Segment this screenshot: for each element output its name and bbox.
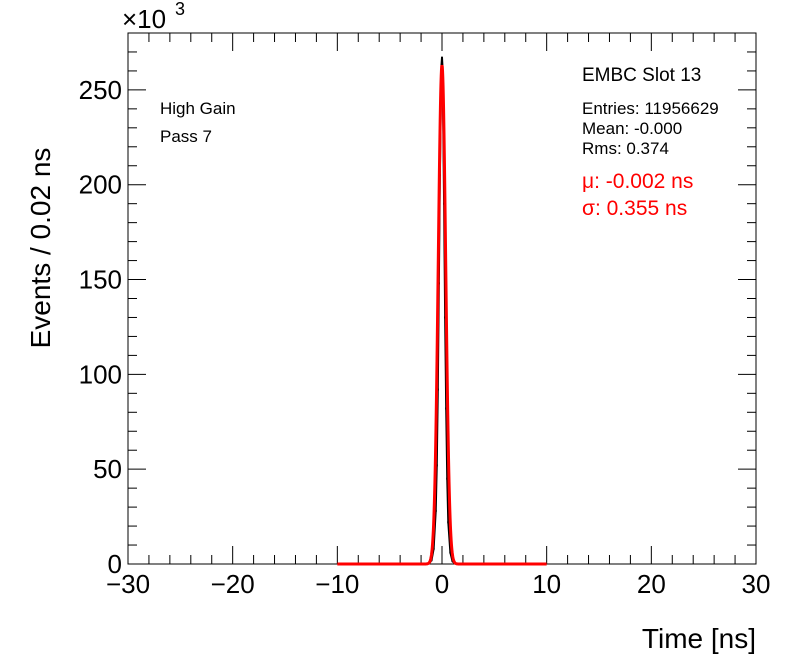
x-tick-label: 10 (532, 569, 561, 599)
stats-entries: Entries: 11956629 (582, 99, 719, 118)
y-axis-ticks: 0 50 100 150 200 250 (79, 32, 756, 579)
stats-mean: Mean: -0.000 (582, 119, 682, 138)
gaussian-fit-line (337, 64, 547, 566)
histogram-line (428, 57, 456, 565)
y-multiplier-label: ×10 (122, 4, 166, 34)
x-tick-label: 30 (742, 569, 771, 599)
y-tick-label: 50 (93, 454, 122, 484)
stats-rms: Rms: 0.374 (582, 139, 669, 158)
histogram-point (446, 477, 449, 480)
y-tick-label: 200 (79, 170, 122, 200)
histogram-point (449, 551, 452, 554)
y-tick-label: 150 (79, 265, 122, 295)
x-axis-label: Time [ns] (642, 623, 756, 654)
x-tick-label: 20 (637, 569, 666, 599)
x-axis-ticks: −30 −20 −10 0 10 20 30 (106, 33, 771, 599)
y-axis-label: Events / 0.02 ns (25, 148, 56, 349)
x-tick-label: 0 (435, 569, 449, 599)
y-multiplier-exponent: 3 (175, 0, 185, 19)
stats-title: EMBC Slot 13 (582, 65, 701, 86)
y-tick-label: 250 (79, 75, 122, 105)
fit-mu: μ: -0.002 ns (582, 170, 693, 193)
y-tick-label: 100 (79, 359, 122, 389)
histogram-point (447, 521, 450, 524)
x-tick-label: −30 (106, 569, 150, 599)
annotation-gain: High Gain (160, 99, 236, 118)
y-tick-label: 0 (108, 549, 122, 579)
histogram-point (434, 509, 437, 512)
series-layer (337, 56, 547, 566)
annotation-pass: Pass 7 (160, 127, 212, 146)
x-tick-label: −10 (315, 569, 359, 599)
x-tick-label: −20 (211, 569, 255, 599)
histogram-point (441, 56, 443, 59)
fit-sigma: σ: 0.355 ns (582, 197, 687, 220)
